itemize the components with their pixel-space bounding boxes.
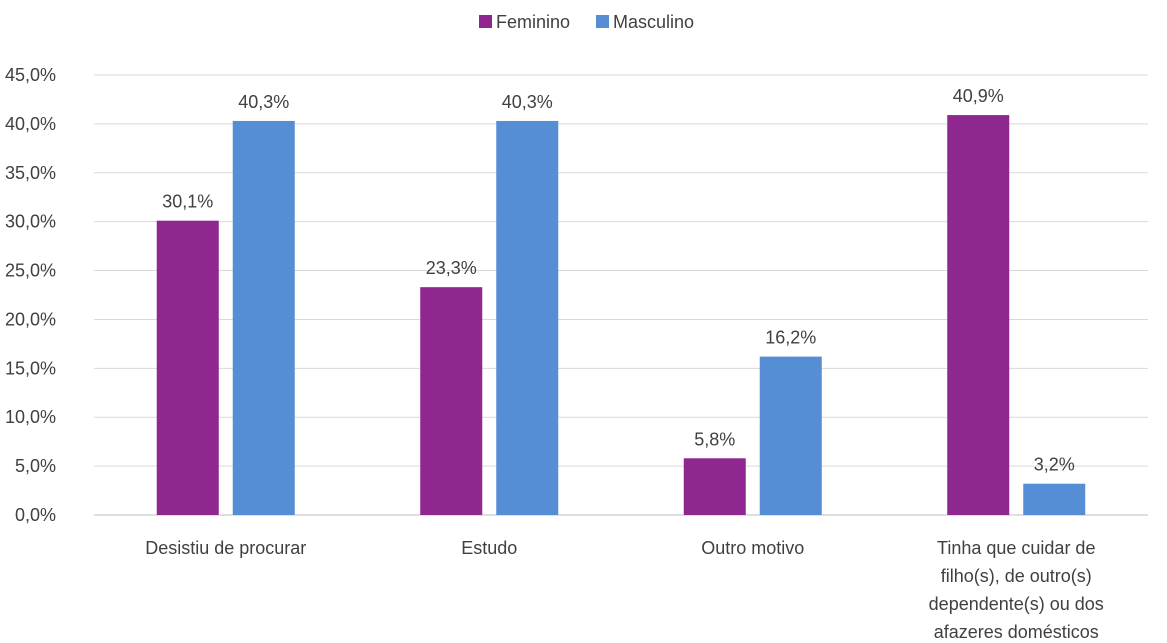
chart-bars — [156, 115, 1086, 515]
bar-masculino — [1023, 483, 1086, 515]
data-label: 40,3% — [238, 92, 289, 112]
legend-label-feminino: Feminino — [496, 12, 570, 32]
data-label: 40,9% — [953, 86, 1004, 106]
category-label: Estudo — [461, 538, 517, 558]
bar-masculino — [232, 120, 295, 515]
y-tick-label: 10,0% — [5, 407, 56, 427]
bar-feminino — [420, 287, 483, 515]
category-label: Outro motivo — [701, 538, 804, 558]
data-label: 16,2% — [765, 328, 816, 348]
y-tick-label: 15,0% — [5, 358, 56, 378]
data-label: 5,8% — [694, 429, 735, 449]
legend-swatch-feminino — [479, 15, 492, 28]
y-tick-label: 20,0% — [5, 309, 56, 329]
x-axis-categories: Desistiu de procurar Estudo Outro motivo Ti… — [145, 538, 1104, 642]
y-tick-label: 40,0% — [5, 114, 56, 134]
legend-swatch-masculino — [596, 15, 609, 28]
y-tick-label: 45,0% — [5, 65, 56, 85]
bar-feminino — [947, 115, 1010, 515]
legend-label-masculino: Masculino — [613, 12, 694, 32]
category-label: afazeres domésticos — [934, 622, 1099, 642]
y-tick-label: 0,0% — [15, 505, 56, 525]
category-label: Desistiu de procurar — [145, 538, 306, 558]
category-label: dependente(s) ou dos — [929, 594, 1104, 614]
data-labels: 30,1% 40,3% 23,3% 40,3% 5,8% 16,2% 40,9% 3,2% — [162, 86, 1075, 475]
chart-legend: Feminino Masculino — [479, 12, 694, 32]
bar-masculino — [759, 356, 822, 515]
y-axis-ticks: 0,0% 5,0% 10,0% 15,0% 20,0% 25,0% 30,0% 35,0% 40… — [5, 65, 56, 525]
category-label: Tinha que cuidar de — [937, 538, 1095, 558]
bar-feminino — [156, 220, 219, 515]
data-label: 23,3% — [426, 258, 477, 278]
data-label: 40,3% — [502, 92, 553, 112]
y-tick-label: 35,0% — [5, 163, 56, 183]
y-tick-label: 25,0% — [5, 261, 56, 281]
data-label: 30,1% — [162, 192, 213, 212]
bar-masculino — [496, 120, 559, 515]
y-tick-label: 30,0% — [5, 212, 56, 232]
category-label: filho(s), de outro(s) — [941, 566, 1092, 586]
data-label: 3,2% — [1034, 455, 1075, 475]
y-tick-label: 5,0% — [15, 456, 56, 476]
bar-feminino — [683, 458, 746, 515]
